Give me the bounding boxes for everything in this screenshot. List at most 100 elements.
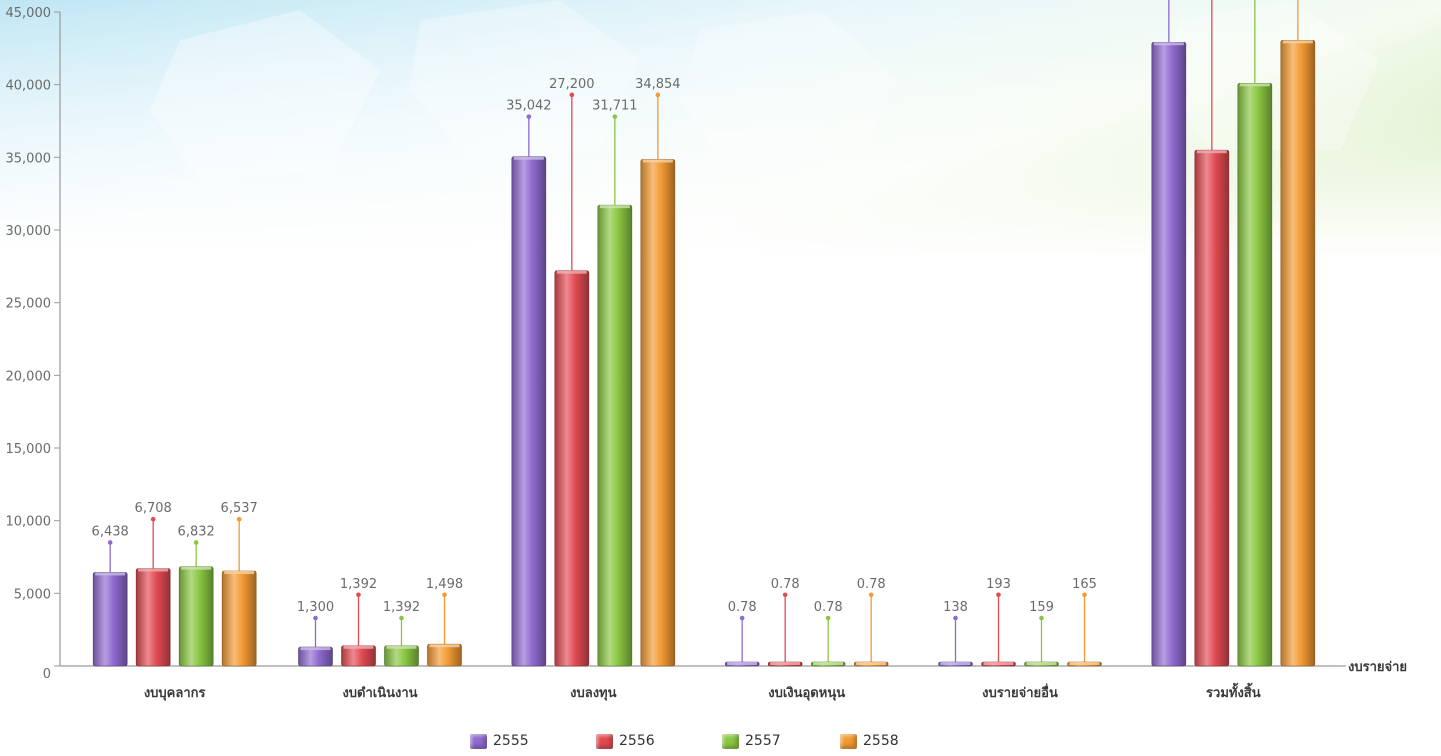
data-label: 6,832 [178, 524, 215, 539]
stem-dot [236, 516, 242, 522]
y-tick-label: 5,000 [14, 587, 51, 602]
data-label: 1,300 [297, 600, 334, 615]
background-decoration [0, 0, 1441, 260]
stem-dot [356, 592, 361, 598]
bar-chart: 0 5,000 10,000 15,000 20,000 25,000 30,000 35,0… [0, 0, 1441, 701]
bar [135, 568, 171, 667]
bar-cap [1196, 150, 1227, 154]
data-label: 6,537 [221, 501, 258, 516]
bar-cap [1239, 83, 1270, 87]
legend-item: 2557 [722, 730, 781, 752]
bar [341, 645, 376, 667]
y-tick-label: 15,000 [6, 442, 52, 457]
bar [1151, 41, 1187, 667]
data-label: 0.78 [814, 600, 843, 615]
bar-cap [429, 644, 460, 648]
bar [427, 643, 462, 667]
bar [384, 645, 419, 667]
x-axis-title: งบรายจ่าย [1348, 660, 1407, 675]
bar-cap [983, 662, 1014, 665]
bar-cap [300, 647, 331, 651]
bar-cap [95, 572, 126, 576]
bar [1194, 149, 1230, 667]
bar [92, 572, 128, 667]
x-tick-label: งบเงินอุดหนุน [768, 686, 845, 701]
legend-item: 2556 [596, 730, 655, 752]
bar-cap [343, 645, 374, 649]
data-label: 1,498 [426, 577, 463, 592]
data-label: 193 [986, 577, 1011, 592]
bar-cap [599, 205, 630, 209]
legend-label: 2555 [493, 733, 529, 749]
legend-swatch [470, 733, 487, 749]
legend-swatch [596, 733, 613, 749]
bar-cap [813, 662, 844, 665]
bar [554, 270, 590, 667]
bar-cap [1026, 662, 1057, 665]
x-tick-label: งบรายจ่ายอื่น [982, 683, 1058, 701]
bar [597, 204, 633, 667]
stem-dot [1082, 592, 1087, 598]
stem-dot [442, 592, 447, 598]
x-tick-label: งบลงทุน [570, 686, 616, 701]
bar-cap [138, 568, 169, 572]
bar-cap [513, 156, 544, 160]
stem-dot [193, 540, 199, 545]
label-stems [107, 0, 1299, 662]
stem-dot [526, 114, 532, 119]
legend-item: 2555 [470, 730, 529, 752]
y-tick-label: 45,000 [6, 6, 52, 21]
y-tick-label: 30,000 [6, 224, 52, 239]
stem-dot [953, 615, 958, 621]
bar-cap [181, 566, 212, 570]
data-label: 0.78 [771, 577, 800, 592]
stem-dot [739, 615, 745, 621]
bar-cap [224, 570, 255, 574]
bar [1237, 83, 1273, 667]
stem-dot [107, 540, 113, 545]
bar-cap [1069, 662, 1100, 665]
y-tick-label: 0 [43, 667, 51, 682]
stem-dot [150, 516, 156, 522]
bar [640, 159, 676, 667]
bar [1280, 39, 1316, 667]
legend-label: 2558 [863, 733, 899, 749]
data-label: 159 [1029, 600, 1054, 615]
legend: 2555 2556 2557 2558 [0, 730, 1441, 754]
legend-swatch [840, 733, 857, 749]
legend-item: 2558 [840, 730, 899, 752]
bar-cap [1282, 40, 1313, 44]
stem-dot [1039, 615, 1044, 621]
bar [178, 566, 214, 667]
data-label: 31,711 [592, 99, 638, 114]
y-tick-label: 10,000 [6, 515, 52, 530]
stem-dot [782, 592, 788, 598]
x-tick-label: รวมทั้งสิ้น [1206, 682, 1261, 701]
stem-dot [569, 92, 575, 98]
y-tick-label: 35,000 [6, 151, 52, 166]
x-tick-label: งบบุคลากร [144, 686, 206, 701]
stem-dot [313, 615, 318, 621]
stem-dot [868, 592, 874, 598]
data-label: 34,854 [635, 77, 681, 92]
data-label: 0.78 [857, 577, 886, 592]
stem-dot [612, 114, 618, 119]
stem-dot [996, 592, 1001, 598]
legend-swatch [722, 733, 739, 749]
data-label: 6,708 [135, 501, 172, 516]
x-tick-label: งบดำเนินงาน [342, 685, 417, 701]
bar-cap [386, 645, 417, 649]
y-tick-label: 20,000 [6, 369, 52, 384]
bar-cap [770, 662, 801, 665]
stem-dot [399, 615, 404, 621]
data-labels: 6,438 6,708 6,832 6,537 1,300 1,392 1,392 1,498… [92, 77, 1097, 615]
legend-label: 2557 [745, 733, 781, 749]
data-label: 6,438 [92, 524, 129, 539]
bar-cap [856, 662, 887, 665]
y-tick-label: 40,000 [6, 79, 52, 94]
bar [221, 570, 257, 667]
data-label: 1,392 [383, 600, 420, 615]
bar-cap [556, 270, 587, 274]
legend-label: 2556 [619, 733, 655, 749]
